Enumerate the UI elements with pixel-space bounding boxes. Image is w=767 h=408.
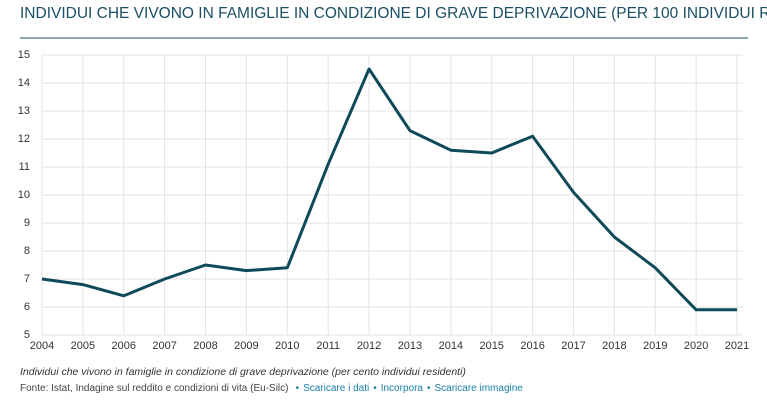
x-tick-label: 2018 (602, 340, 626, 352)
x-tick-label: 2007 (152, 340, 176, 352)
x-tick-label: 2020 (684, 340, 708, 352)
y-tick-label: 14 (18, 77, 30, 89)
y-tick-label: 7 (24, 273, 30, 285)
x-tick-label: 2008 (193, 340, 217, 352)
separator: • (427, 383, 431, 394)
caption: Individui che vivono in famiglie in cond… (20, 366, 466, 378)
link[interactable]: Scaricare i dati (303, 383, 369, 394)
x-tick-label: 2015 (479, 340, 503, 352)
link[interactable]: Incorpora (381, 383, 424, 394)
y-tick-label: 6 (24, 301, 30, 313)
x-tick-label: 2019 (643, 340, 667, 352)
x-tick-label: 2011 (316, 340, 340, 352)
y-tick-label: 8 (24, 245, 30, 257)
x-tick-label: 2017 (561, 340, 585, 352)
x-tick-label: 2021 (725, 340, 749, 352)
x-tick-label: 2013 (398, 340, 422, 352)
y-tick-label: 15 (18, 49, 30, 61)
source-line: Fonte: Istat, Indagine sul reddito e con… (20, 382, 523, 394)
line (41, 67, 737, 312)
x-tick-label: 2014 (439, 340, 463, 352)
source: Fonte: Istat, Indagine sul reddito e con… (20, 383, 288, 394)
y-tick-label: 11 (19, 161, 30, 173)
y-tick-label: 13 (18, 105, 30, 117)
x-tick-label: 2006 (112, 340, 136, 352)
x-tick-label: 2012 (357, 340, 381, 352)
y-tick-label: 10 (18, 189, 30, 201)
y-tick-label: 9 (24, 217, 30, 229)
x-tick-label: 2016 (520, 340, 544, 352)
link[interactable]: Scaricare immagine (434, 383, 523, 394)
separator: • (296, 383, 300, 394)
y-tick-label: 5 (24, 329, 30, 341)
x-tick-label: 2010 (275, 340, 299, 352)
chart-title: INDIVIDUI CHE VIVONO IN FAMIGLIE IN COND… (20, 5, 767, 22)
y-tick-label: 12 (18, 133, 30, 145)
x-tick-label: 2005 (71, 340, 95, 352)
x-tick-label: 2004 (30, 340, 54, 352)
separator: • (373, 383, 377, 394)
x-tick-label: 2009 (234, 340, 258, 352)
